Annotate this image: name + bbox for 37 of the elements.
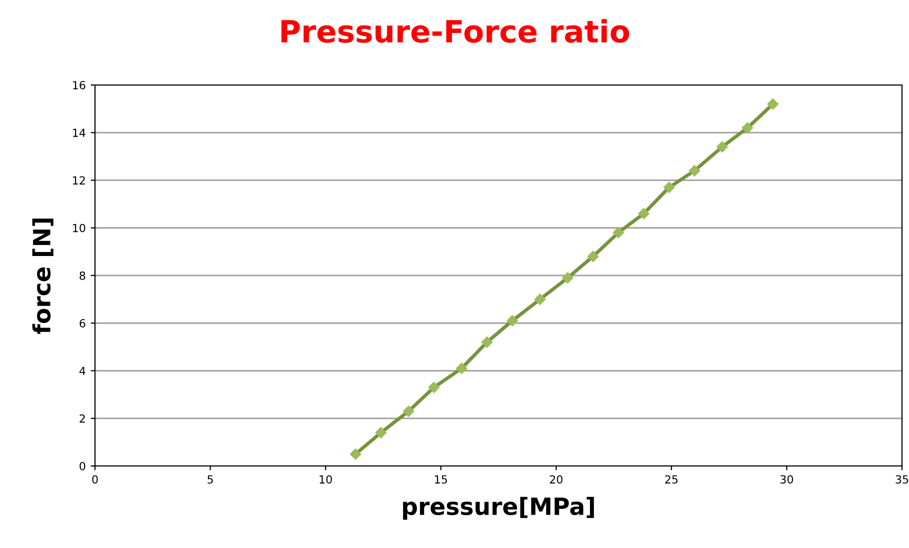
y-tick-label: 4 [79,366,86,375]
x-tick-label: 35 [896,475,908,484]
y-tick-label: 8 [80,271,86,280]
point [534,294,546,305]
point [506,315,518,326]
point [664,182,675,193]
point [562,272,574,284]
point [456,362,468,374]
point [742,122,754,134]
x-tick-label: 0 [92,475,98,484]
y-axis-title: force [N] [32,218,54,334]
y-tick-label: 6 [80,319,86,328]
x-tick-label: 15 [435,475,447,484]
y-tick-label: 12 [73,176,85,184]
x-tick-label: 10 [320,475,332,484]
point [716,141,728,153]
x-tick-label: 25 [665,475,678,484]
y-tick-label: 14 [73,128,86,137]
point [428,382,440,394]
y-tick-label: 16 [73,80,86,90]
y-tick-label: 0 [80,462,86,470]
point [767,98,778,110]
point [375,427,387,438]
x-axis-title: pressure[MPa] [403,496,594,520]
point [350,448,362,460]
point [612,227,624,238]
point [587,250,599,262]
chart-title: Pressure-Force ratio [281,19,630,43]
point [402,406,414,417]
point [481,336,493,348]
y-tick-label: 10 [73,224,86,232]
x-tick-label: 30 [780,475,794,484]
y-tick-label: 2 [80,414,85,423]
point [688,165,700,176]
x-tick-label: 5 [208,475,213,484]
x-tick-label: 20 [550,475,562,484]
point [638,208,650,220]
